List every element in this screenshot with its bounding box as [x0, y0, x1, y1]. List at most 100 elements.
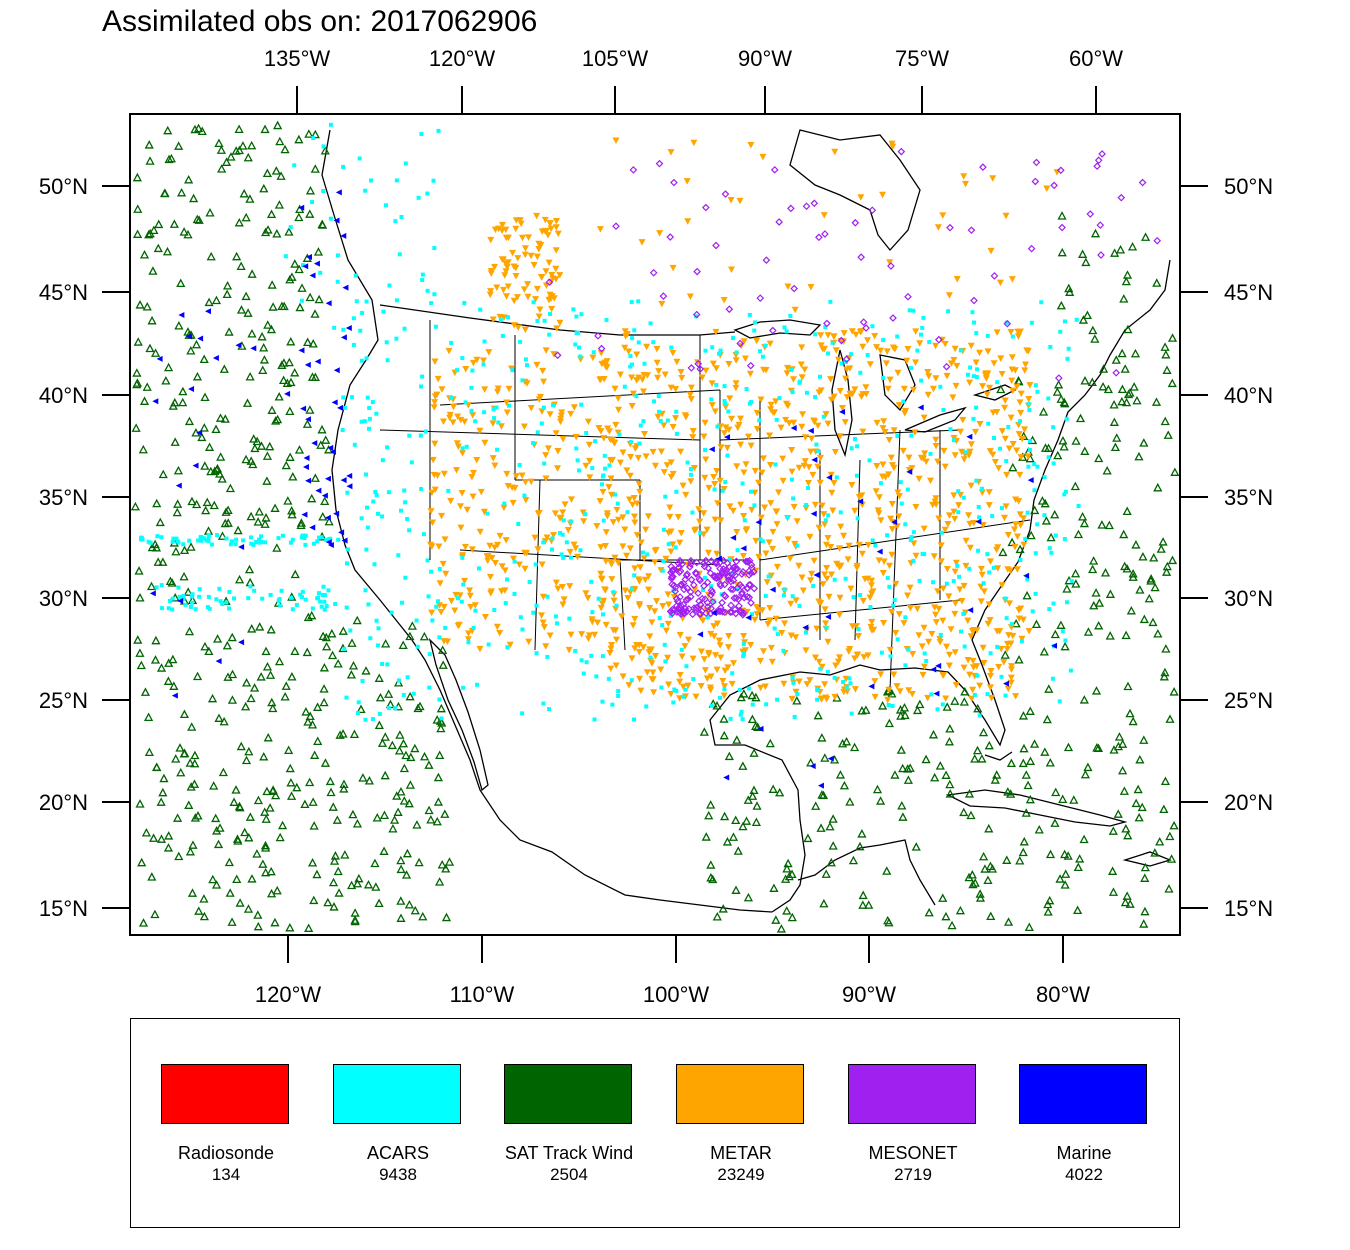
- observation-marker: [772, 398, 780, 405]
- observation-marker: [461, 582, 466, 587]
- observation-marker: [1063, 851, 1073, 860]
- observation-marker: [405, 675, 410, 680]
- observation-marker: [318, 511, 328, 521]
- observation-marker: [236, 741, 246, 751]
- observation-marker: [723, 559, 732, 568]
- observation-marker: [1167, 555, 1178, 565]
- observation-marker: [909, 386, 917, 394]
- observation-marker: [879, 461, 887, 469]
- observation-marker: [728, 716, 733, 721]
- observation-marker: [158, 469, 168, 479]
- observation-marker: [512, 217, 520, 224]
- observation-marker: [715, 424, 720, 429]
- west-coast: [321, 129, 773, 913]
- observation-marker: [966, 372, 971, 377]
- observation-marker: [322, 607, 327, 612]
- observation-marker: [946, 309, 951, 314]
- observation-marker: [324, 475, 331, 482]
- observation-marker: [341, 395, 346, 400]
- observation-marker: [188, 604, 193, 609]
- observation-marker: [327, 628, 337, 638]
- observation-marker: [235, 342, 242, 349]
- observation-marker: [1129, 382, 1139, 391]
- observation-marker: [828, 814, 838, 823]
- observation-marker: [538, 561, 546, 568]
- observation-marker: [352, 615, 362, 625]
- observation-marker: [503, 601, 508, 606]
- observation-marker: [1060, 849, 1070, 859]
- observation-marker: [599, 488, 607, 496]
- observation-marker: [877, 347, 885, 355]
- observation-marker: [626, 472, 634, 480]
- observation-marker: [194, 215, 204, 224]
- observation-marker: [970, 878, 980, 887]
- observation-marker: [398, 640, 408, 650]
- observation-marker: [567, 631, 575, 639]
- observation-marker: [950, 696, 960, 705]
- observation-marker: [305, 405, 315, 414]
- observation-marker: [816, 454, 824, 462]
- observation-marker: [713, 467, 721, 475]
- observation-marker: [241, 755, 252, 765]
- observation-marker: [542, 282, 550, 289]
- observation-marker: [838, 405, 846, 412]
- observation-marker: [461, 418, 469, 426]
- observation-marker: [705, 649, 713, 657]
- observation-marker: [611, 590, 616, 595]
- observation-marker: [524, 281, 532, 288]
- observation-marker: [1071, 568, 1081, 578]
- observation-marker: [262, 168, 272, 178]
- observation-marker: [425, 288, 430, 293]
- observation-marker: [221, 507, 231, 516]
- observation-marker: [627, 453, 635, 461]
- observation-marker: [1069, 795, 1079, 804]
- observation-marker: [737, 501, 745, 509]
- observation-marker: [957, 428, 965, 436]
- observation-marker: [414, 857, 424, 867]
- observation-marker: [1029, 739, 1040, 748]
- observation-marker: [436, 128, 441, 133]
- observation-marker: [773, 563, 781, 571]
- observation-marker: [469, 408, 474, 413]
- observation-marker: [492, 607, 497, 612]
- observation-marker: [1123, 830, 1133, 840]
- observation-marker: [542, 347, 550, 354]
- observation-marker: [533, 361, 541, 369]
- observation-marker: [1006, 789, 1016, 798]
- observation-marker: [966, 810, 976, 820]
- observation-marker: [876, 548, 883, 555]
- observation-marker: [713, 550, 721, 558]
- observation-marker: [350, 908, 360, 917]
- observation-marker: [494, 385, 502, 392]
- observation-marker: [545, 654, 550, 659]
- observation-marker: [1000, 650, 1010, 659]
- observation-marker: [721, 592, 730, 601]
- observation-marker: [469, 493, 477, 501]
- observation-marker: [715, 637, 723, 645]
- observation-marker: [881, 338, 886, 343]
- observation-marker: [904, 592, 912, 600]
- observation-marker: [819, 581, 827, 588]
- observation-marker: [694, 589, 702, 598]
- observation-marker: [661, 371, 669, 378]
- observation-marker: [608, 437, 616, 444]
- observation-marker: [824, 420, 832, 428]
- observation-marker: [610, 597, 618, 605]
- observation-marker: [510, 297, 518, 305]
- observation-marker: [976, 682, 984, 690]
- observation-marker: [277, 360, 287, 369]
- observation-marker: [745, 433, 753, 441]
- observation-marker: [625, 510, 630, 515]
- observation-marker: [817, 733, 827, 742]
- observation-marker: [616, 371, 624, 379]
- observation-marker: [764, 621, 772, 628]
- observation-marker: [1097, 520, 1107, 529]
- legend-count: 9438: [379, 1165, 417, 1184]
- observation-marker: [419, 486, 424, 491]
- observation-marker: [385, 445, 390, 450]
- observation-marker: [974, 331, 979, 336]
- observation-marker: [755, 479, 763, 487]
- observation-marker: [135, 799, 145, 808]
- observation-marker: [691, 568, 700, 577]
- observation-marker: [262, 661, 273, 671]
